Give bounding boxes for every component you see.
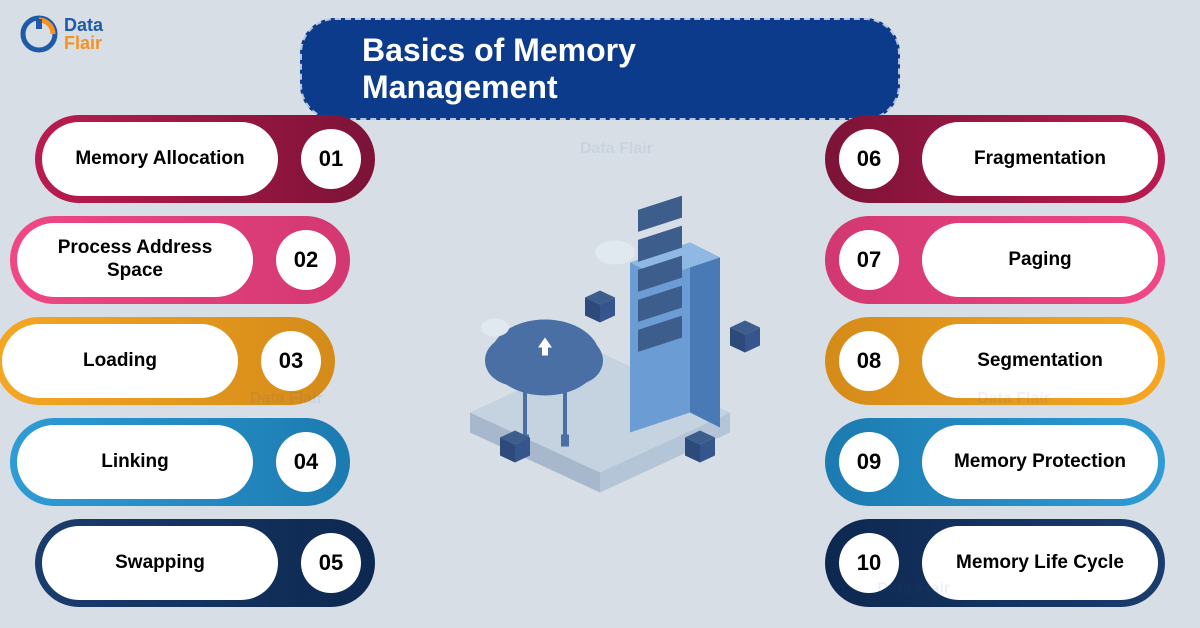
item-label: Paging [922,223,1158,297]
logo-icon [20,15,58,53]
page-title: Basics of Memory Management [300,18,900,120]
list-item: Memory Protection 09 [825,418,1165,506]
logo-text-bottom: Flair [64,34,103,52]
list-item: Memory Life Cycle10 [825,519,1165,607]
item-number: 07 [839,230,899,290]
item-number: 05 [301,533,361,593]
watermark: Data Flair [250,390,323,408]
watermark: Data Flair [977,390,1050,408]
list-item: Swapping 05 [35,519,375,607]
item-label: Process Address Space [17,223,253,297]
list-item: Linking 04 [10,418,350,506]
right-item-list: Fragmentation 06 Paging 07 Segmentation 08 Mem… [825,115,1165,607]
server-icon [630,196,720,433]
item-label: Memory Life Cycle [922,526,1158,600]
list-item: Memory Allocation 01 [35,115,375,203]
cube-icon [730,321,760,353]
watermark: Data Flair [580,140,653,158]
item-number: 01 [301,129,361,189]
item-number: 02 [276,230,336,290]
item-label: Loading [2,324,238,398]
logo: Data Flair [20,15,103,53]
center-illustration [430,183,770,508]
list-item: Paging 07 [825,216,1165,304]
list-item: Process Address Space 02 [10,216,350,304]
list-item: Fragmentation 06 [825,115,1165,203]
item-label: Segmentation [922,324,1158,398]
item-number: 04 [276,432,336,492]
item-label: Swapping [42,526,278,600]
item-number: 06 [839,129,899,189]
cube-icon [585,291,615,323]
left-item-list: Memory Allocation01Process Address Space… [35,115,375,607]
item-label: Linking [17,425,253,499]
item-label: Memory Protection [922,425,1158,499]
item-number: 09 [839,432,899,492]
logo-text-top: Data [64,16,103,34]
item-label: Fragmentation [922,122,1158,196]
item-number: 03 [261,331,321,391]
item-number: 08 [839,331,899,391]
watermark: Data Flair [877,580,950,598]
item-label: Memory Allocation [42,122,278,196]
